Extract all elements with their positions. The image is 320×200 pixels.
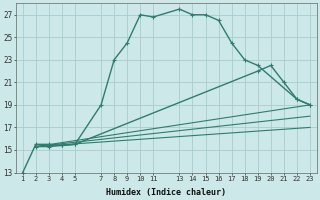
X-axis label: Humidex (Indice chaleur): Humidex (Indice chaleur) (106, 188, 226, 197)
